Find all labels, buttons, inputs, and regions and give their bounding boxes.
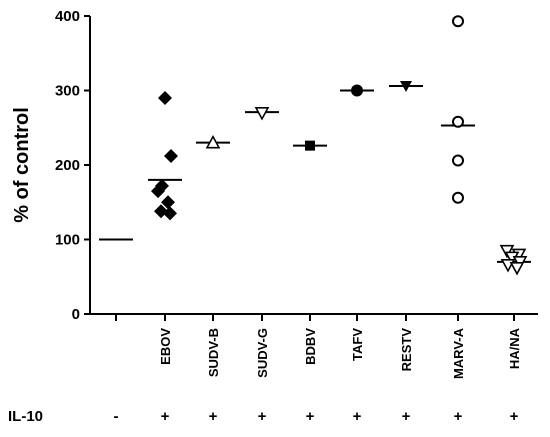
data-point <box>205 134 221 149</box>
data-point <box>452 154 464 167</box>
category-label: RESTV <box>399 328 414 372</box>
data-point <box>161 195 175 210</box>
data-points <box>151 15 528 276</box>
category-label: TAFV <box>350 328 365 361</box>
y-tick-label: 100 <box>55 232 80 249</box>
data-point <box>163 206 177 221</box>
axes <box>89 16 538 315</box>
data-point <box>452 15 464 28</box>
y-axis-ticks: 0 100 200 300 400 <box>55 8 90 323</box>
category-label: BDBV <box>303 328 318 365</box>
y-tick-label: 300 <box>55 83 80 100</box>
data-point <box>164 149 178 164</box>
category-label: HA/NA <box>507 327 522 369</box>
data-point <box>452 191 464 204</box>
category-label: SUDV-B <box>206 328 221 377</box>
y-axis-title: % of control <box>11 107 33 223</box>
category-labels: EBOV SUDV-B SUDV-G BDBV TAFV RESTV MARV-A HA/NA <box>158 327 522 379</box>
data-point <box>452 115 464 128</box>
data-point <box>351 84 363 97</box>
data-point <box>400 81 412 93</box>
il10-marker: + <box>454 408 463 425</box>
il10-marker: - <box>114 408 119 425</box>
category-label: MARV-A <box>451 327 466 379</box>
y-tick-label: 0 <box>72 306 80 323</box>
y-tick-label: 400 <box>55 8 80 25</box>
mean-lines <box>99 85 531 263</box>
il10-marker: + <box>161 408 170 425</box>
il10-marker: + <box>209 408 218 425</box>
il10-marker: + <box>306 408 315 425</box>
data-point <box>305 140 315 151</box>
category-label: SUDV-G <box>255 328 270 378</box>
data-point <box>151 184 165 199</box>
il10-marker: + <box>402 408 411 425</box>
il10-marker: + <box>510 408 519 425</box>
data-point <box>254 107 270 121</box>
category-label: EBOV <box>158 328 173 365</box>
data-point <box>499 244 515 259</box>
il10-marker: + <box>258 408 267 425</box>
il10-marker: + <box>353 408 362 425</box>
y-tick-label: 200 <box>55 157 80 174</box>
data-point <box>158 90 172 105</box>
il10-row-label: IL-10 <box>8 408 43 425</box>
il10-markers: - + + + + + + + + <box>114 408 519 425</box>
x-axis-ticks <box>115 314 515 321</box>
data-point <box>509 262 525 276</box>
